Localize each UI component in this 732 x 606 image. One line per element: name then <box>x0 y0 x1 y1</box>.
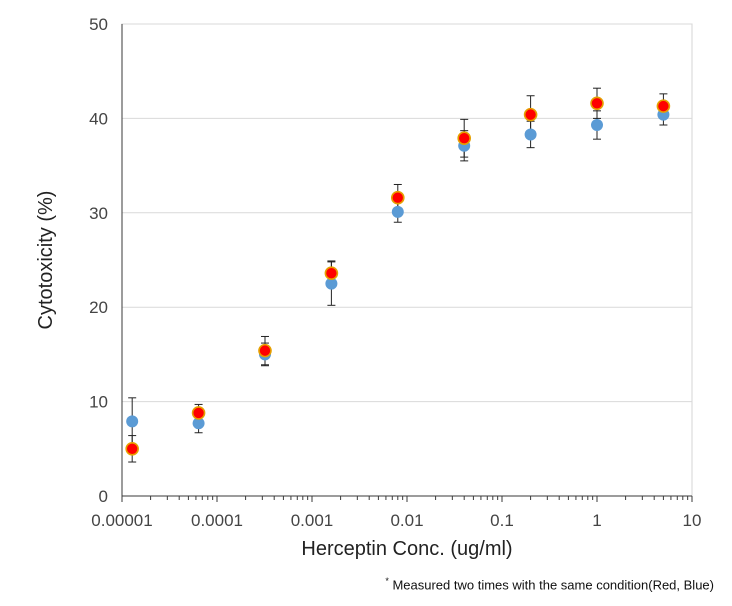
y-tick-label: 30 <box>89 204 108 223</box>
footnote-text: Measured two times with the same conditi… <box>392 577 714 593</box>
y-axis-title: Cytotoxicity (%) <box>35 191 57 330</box>
data-point-red <box>656 99 671 113</box>
y-tick-label: 10 <box>89 393 108 412</box>
data-point-red <box>457 131 471 146</box>
x-tick-label: 0.01 <box>390 511 423 530</box>
y-tick-label: 40 <box>89 109 108 128</box>
data-point-red <box>125 441 139 456</box>
x-tick-label: 0.00001 <box>91 511 152 530</box>
x-tick-label: 0.0001 <box>191 511 243 530</box>
data-point-blue <box>126 415 139 428</box>
data-point-red <box>390 190 405 205</box>
plot-area <box>121 23 693 497</box>
data-point-blue <box>591 119 603 132</box>
data-point-blue <box>192 417 205 430</box>
x-tick-labels: 0.00001 0.0001 0.001 0.01 0.1 1 10 <box>91 511 701 530</box>
data-point-red <box>523 107 538 122</box>
y-tick-label: 0 <box>99 487 108 506</box>
x-tick-label: 1 <box>592 511 601 530</box>
x-tick-label: 0.001 <box>291 511 334 530</box>
x-tick-label: 0.1 <box>490 511 514 530</box>
data-point-red <box>191 406 206 420</box>
y-tick-label: 50 <box>89 15 108 34</box>
data-point-red <box>258 343 272 358</box>
data-point-blue <box>325 277 338 290</box>
y-tick-labels: 0 10 20 30 40 50 <box>89 15 108 506</box>
data-point-blue <box>391 205 404 218</box>
data-points <box>125 96 671 456</box>
x-axis-title: Herceptin Conc. (ug/ml) <box>301 538 512 560</box>
data-point-blue <box>524 128 537 141</box>
data-point-red <box>324 266 339 281</box>
footnote-mark: * <box>385 576 389 586</box>
footnote: * Measured two times with the same condi… <box>385 576 714 592</box>
data-point-red <box>590 96 604 111</box>
y-tick-label: 20 <box>89 298 108 317</box>
axes <box>121 24 693 502</box>
x-tick-label: 10 <box>683 511 702 530</box>
